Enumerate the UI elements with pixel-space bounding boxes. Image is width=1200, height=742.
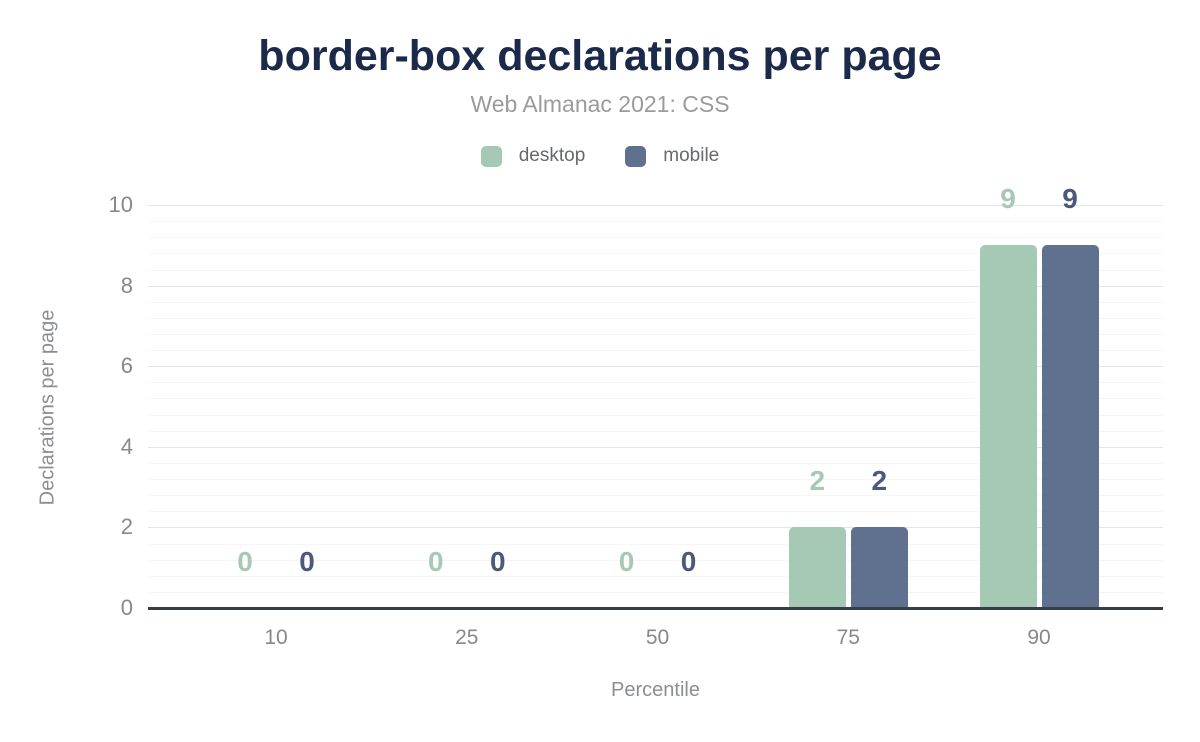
minor-gridline	[148, 382, 1163, 384]
bar-value-label-mobile: 2	[871, 465, 888, 497]
legend-item-mobile[interactable]: mobile	[625, 145, 719, 167]
x-axis-line	[148, 607, 1163, 610]
minor-gridline	[148, 269, 1163, 271]
bar-value-label-mobile: 9	[1062, 183, 1078, 215]
bar-value-label-desktop: 2	[809, 465, 826, 497]
bar-value-label-desktop: 0	[618, 546, 635, 577]
bar-value-label-desktop: 9	[1000, 183, 1016, 215]
x-tick-label: 90	[1027, 626, 1051, 649]
x-tick-label: 10	[264, 626, 288, 649]
legend-item-desktop[interactable]: desktop	[480, 145, 586, 167]
bar-mobile[interactable]	[1041, 245, 1099, 608]
legend: desktop mobile	[0, 143, 1200, 169]
minor-gridline	[148, 462, 1163, 464]
x-tick-label: 50	[645, 626, 670, 649]
minor-gridline	[148, 591, 1163, 593]
minor-gridline	[148, 334, 1163, 335]
desktop-swatch-icon	[480, 145, 502, 167]
minor-gridline	[148, 317, 1163, 319]
x-axis-title: Percentile	[611, 679, 700, 701]
y-tick-label: 6	[120, 353, 133, 379]
bar-value-label-mobile: 0	[680, 546, 697, 577]
x-tick-label: 75	[836, 626, 860, 649]
major-gridline	[148, 205, 1163, 206]
bar-desktop[interactable]	[979, 245, 1037, 608]
bar-mobile[interactable]	[850, 527, 908, 608]
minor-gridline	[148, 511, 1163, 513]
minor-gridline	[148, 479, 1163, 480]
x-tick-label: 25	[455, 626, 479, 649]
minor-gridline	[148, 237, 1163, 239]
chart-title: border-box declarations per page	[258, 32, 942, 80]
minor-gridline	[148, 350, 1163, 352]
minor-gridline	[148, 430, 1163, 432]
bar-desktop[interactable]	[788, 527, 846, 608]
bar-value-label-mobile: 0	[489, 546, 506, 577]
bar-value-label-desktop: 0	[427, 546, 444, 577]
minor-gridline	[148, 221, 1163, 223]
y-tick-label: 4	[120, 433, 133, 459]
mobile-swatch-icon	[625, 145, 647, 167]
minor-gridline	[148, 575, 1163, 577]
minor-gridline	[148, 301, 1163, 303]
major-gridline	[148, 446, 1163, 448]
y-tick-label: 8	[120, 272, 133, 298]
minor-gridline	[148, 559, 1163, 561]
bar-value-label-desktop: 0	[237, 546, 253, 577]
legend-label-mobile: mobile	[663, 145, 720, 166]
chart-subtitle: Web Almanac 2021: CSS	[470, 91, 730, 117]
minor-gridline	[148, 398, 1163, 400]
minor-gridline	[148, 253, 1163, 255]
legend-label-desktop: desktop	[518, 145, 586, 166]
minor-gridline	[148, 495, 1163, 497]
major-gridline	[148, 285, 1163, 287]
major-gridline	[148, 366, 1163, 368]
y-tick-label: 0	[120, 595, 133, 620]
y-axis-title: Declarations per page	[36, 309, 59, 505]
major-gridline	[148, 527, 1163, 529]
minor-gridline	[148, 543, 1163, 545]
y-tick-label: 2	[120, 514, 133, 540]
minor-gridline	[148, 414, 1163, 416]
bar-value-label-mobile: 0	[299, 546, 315, 577]
y-tick-label: 10	[108, 192, 133, 217]
